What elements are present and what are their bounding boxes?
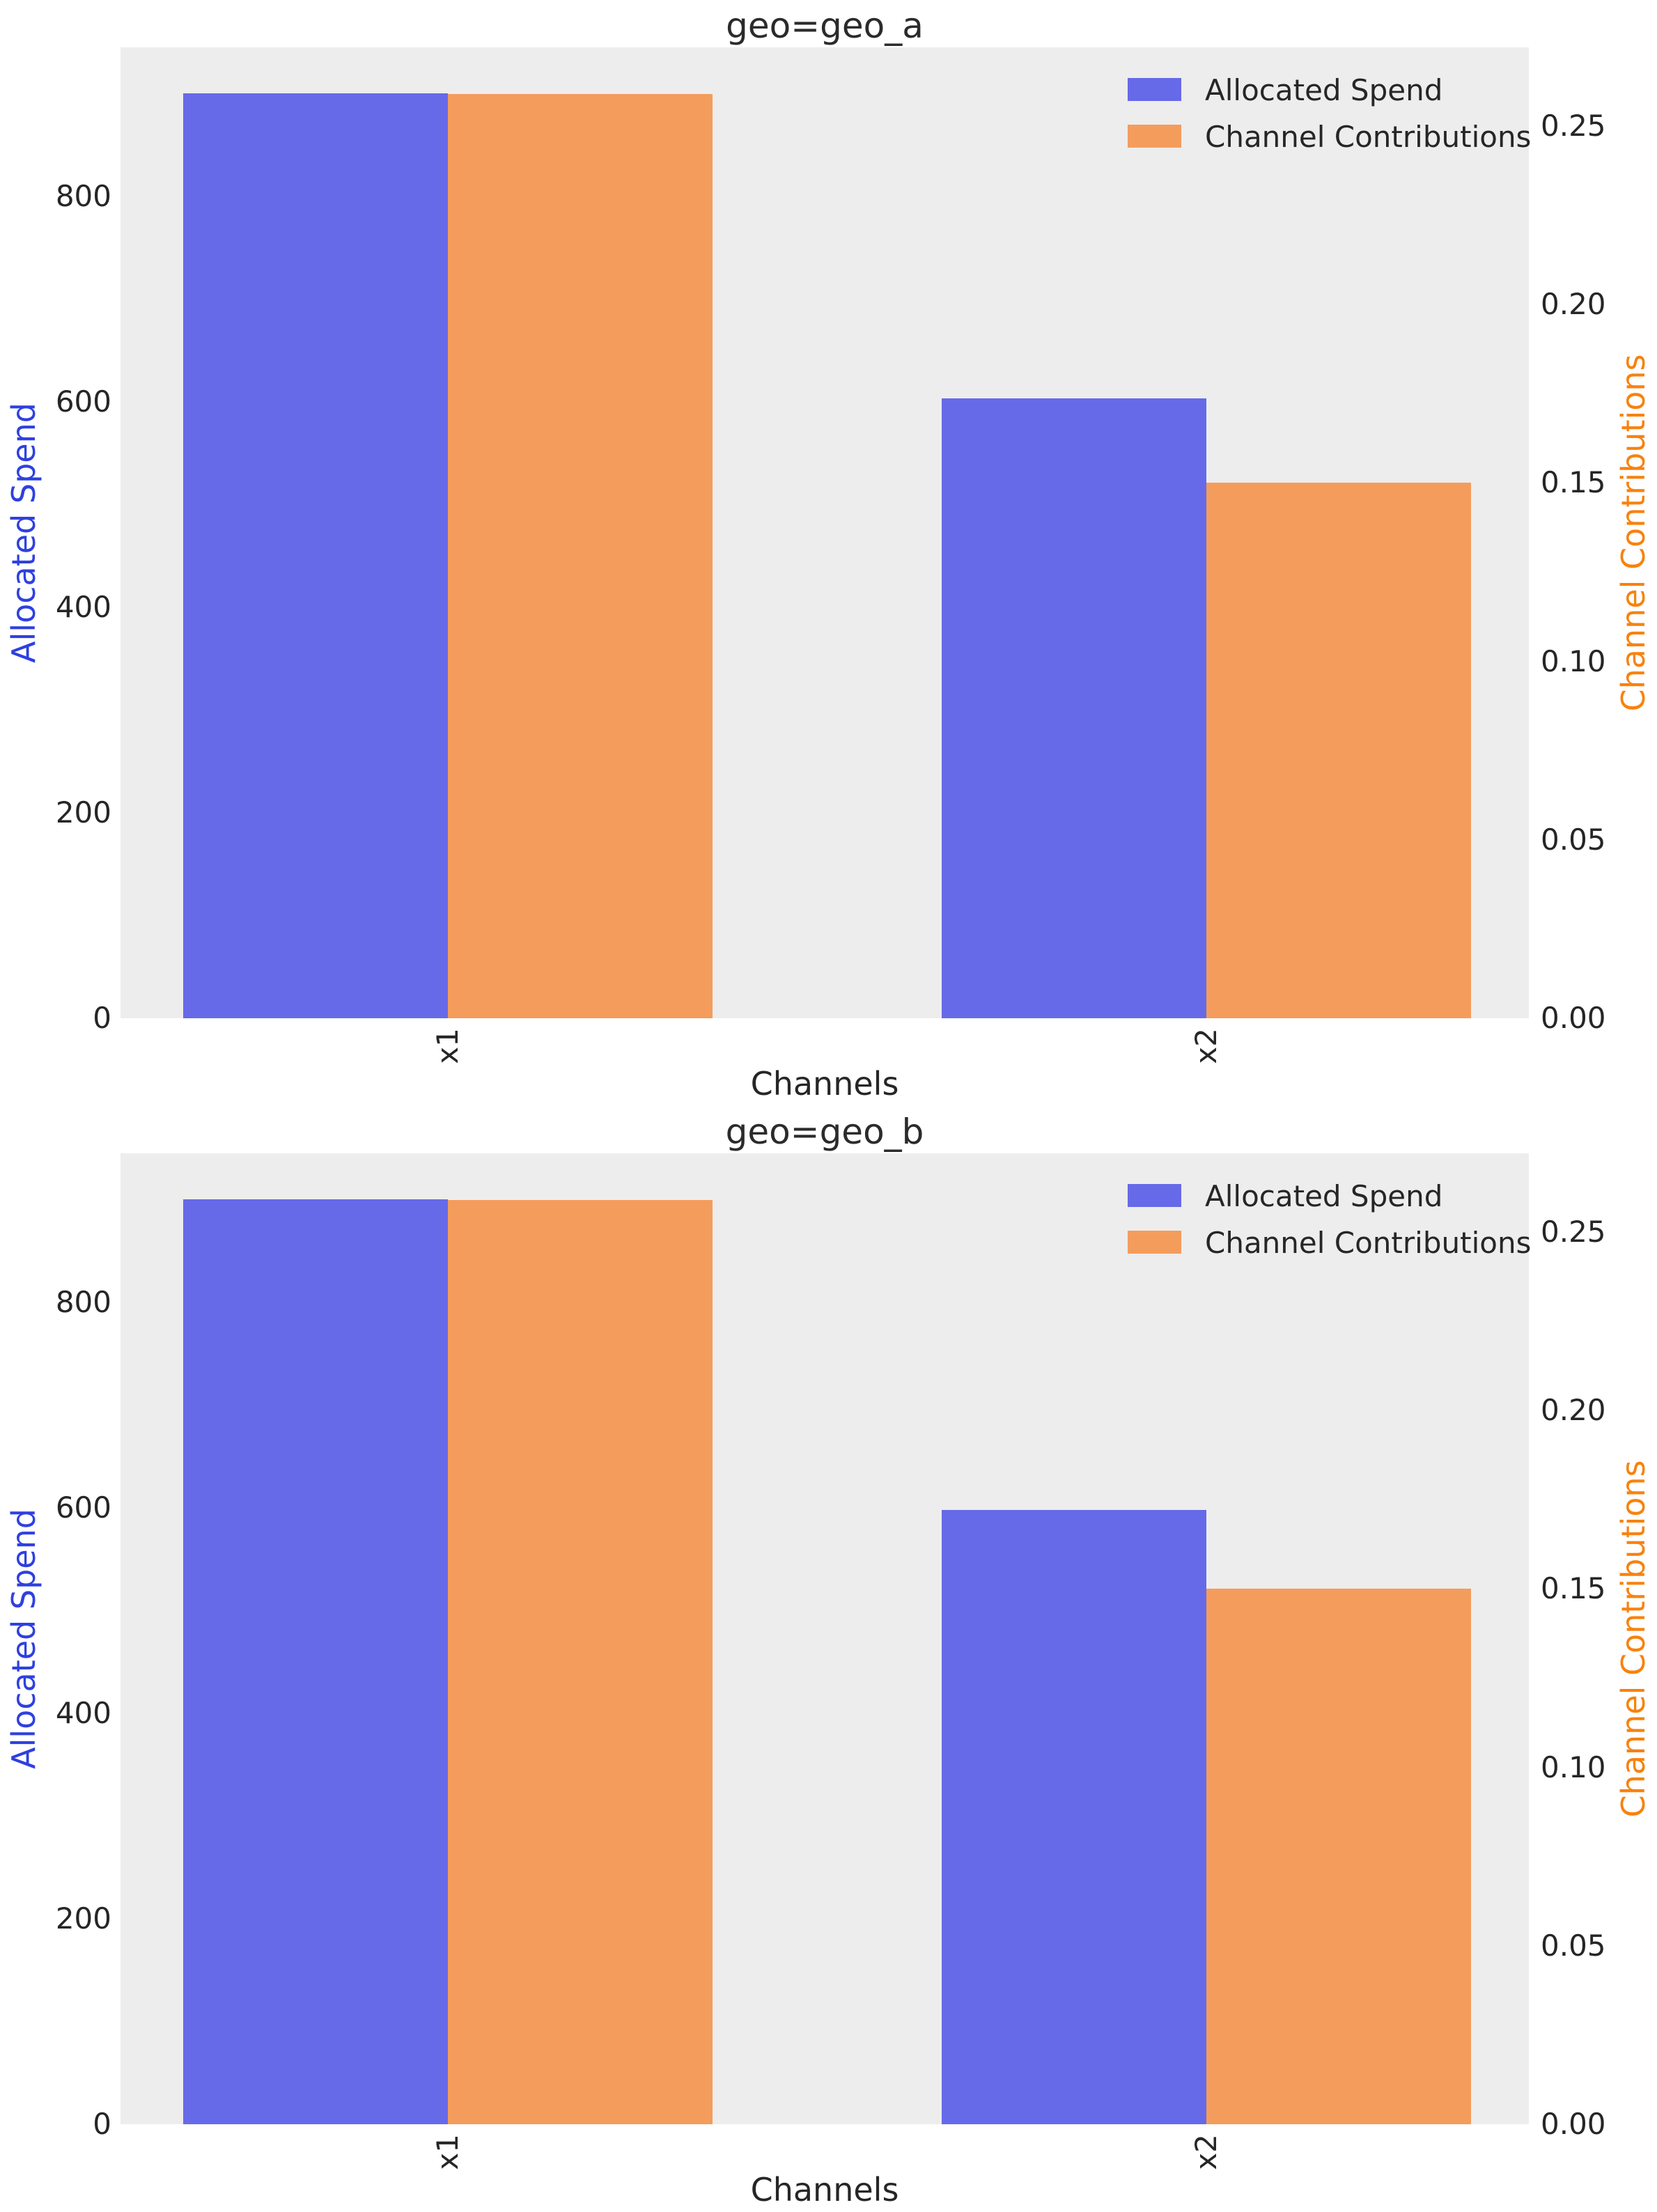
y-axis-label-left: Allocated Spend xyxy=(5,1509,42,1769)
y-tick-left: 200 xyxy=(55,795,111,830)
y-tick-left: 800 xyxy=(55,1284,111,1319)
y-tick-right: 0.15 xyxy=(1541,465,1606,500)
legend-entry: Channel Contributions xyxy=(0,1226,1657,1260)
bar-channel-contributions-x2 xyxy=(1206,483,1471,1018)
y-tick-left: 400 xyxy=(55,589,111,624)
legend-label: Allocated Spend xyxy=(1205,1179,1443,1213)
y-tick-right: 0.00 xyxy=(1541,1001,1606,1035)
y-axis-label-right: Channel Contributions xyxy=(1615,1460,1652,1818)
y-tick-right: 0.20 xyxy=(1541,287,1606,321)
y-tick-right: 0.20 xyxy=(1541,1393,1606,1427)
legend-swatch-allocated-spend xyxy=(1128,78,1181,101)
bar-allocated-spend-x2 xyxy=(941,398,1206,1018)
y-tick-right: 0.00 xyxy=(1541,2107,1606,2141)
legend-entry: Allocated Spend xyxy=(0,73,1657,107)
y-axis-label-left: Allocated Spend xyxy=(5,403,42,663)
y-tick-right: 0.10 xyxy=(1541,1750,1606,1784)
y-tick-right: 0.05 xyxy=(1541,822,1606,857)
bar-allocated-spend-x2 xyxy=(941,1509,1206,2124)
x-tick-x1: x1 xyxy=(430,1028,465,1064)
y-tick-right: 0.25 xyxy=(1541,108,1606,143)
y-tick-right: 0.10 xyxy=(1541,644,1606,678)
subplot-title: geo=geo_b xyxy=(725,1112,924,1152)
legend-swatch-channel-contributions xyxy=(1128,1231,1181,1254)
y-tick-left: 600 xyxy=(55,384,111,419)
bar-allocated-spend-x1 xyxy=(182,93,448,1018)
legend-swatch-allocated-spend xyxy=(1128,1184,1181,1207)
legend-label: Channel Contributions xyxy=(1205,120,1532,154)
legend-label: Allocated Spend xyxy=(1205,73,1443,107)
x-axis-label: Channels xyxy=(750,1065,899,1103)
y-tick-right: 0.05 xyxy=(1541,1928,1606,1963)
y-tick-right: 0.15 xyxy=(1541,1571,1606,1606)
bar-allocated-spend-x1 xyxy=(182,1199,448,2124)
x-tick-x2: x2 xyxy=(1188,2134,1223,2170)
x-axis-label: Channels xyxy=(750,2171,899,2209)
y-tick-left: 600 xyxy=(55,1490,111,1525)
y-tick-left: 0 xyxy=(93,2107,111,2141)
legend-entry: Channel Contributions xyxy=(0,120,1657,154)
bar-channel-contributions-x2 xyxy=(1206,1589,1471,2124)
y-tick-left: 0 xyxy=(93,1001,111,1035)
y-axis-label-right: Channel Contributions xyxy=(1615,354,1652,712)
y-tick-left: 800 xyxy=(55,178,111,213)
legend-entry: Allocated Spend xyxy=(0,1179,1657,1213)
subplot-geo_b: geo=geo_b 0 200 400 600 800 0.00 0.05 0.10 0.15 0.… xyxy=(0,1106,1657,2212)
bar-channel-contributions-x1 xyxy=(447,93,713,1018)
x-tick-x2: x2 xyxy=(1188,1028,1223,1064)
subplot-geo_a: geo=geo_a 0 200 400 600 800 0.00 0.05 0.10 0.15 0.… xyxy=(0,6,1657,1103)
legend-label: Channel Contributions xyxy=(1205,1226,1532,1260)
bar-channel-contributions-x1 xyxy=(447,1199,713,2124)
y-tick-right: 0.25 xyxy=(1541,1214,1606,1249)
y-tick-left: 400 xyxy=(55,1695,111,1730)
legend-swatch-channel-contributions xyxy=(1128,125,1181,148)
x-tick-x1: x1 xyxy=(430,2134,465,2170)
y-tick-left: 200 xyxy=(55,1901,111,1936)
subplot-title: geo=geo_a xyxy=(726,6,924,46)
